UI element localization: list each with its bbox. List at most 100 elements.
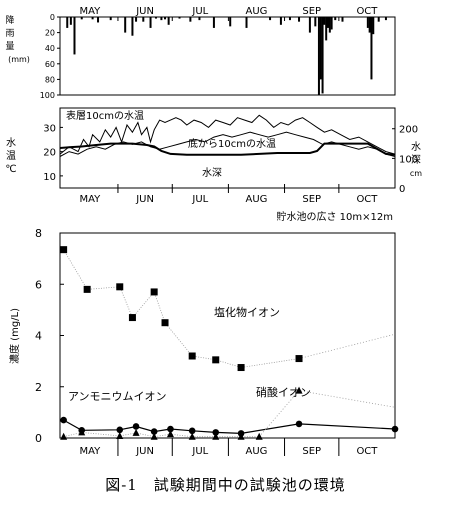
nitrate-point [188, 432, 196, 440]
rainfall-bar [279, 17, 282, 25]
ammonium-point [116, 426, 124, 434]
depth-ylabel-char-1: 水 [411, 141, 421, 153]
temp-month-label: JUL [191, 194, 208, 205]
temp-ylabel-char-1: 水 [6, 137, 16, 149]
temp-ytick-label: 30 [43, 123, 56, 134]
rainfall-bar [366, 17, 369, 28]
rainfall-month-label: MAY [79, 6, 101, 17]
rainfall-ytick-label: 0 [50, 13, 55, 22]
nitrate-point [212, 432, 220, 440]
ammonium-line [63, 419, 396, 435]
chloride-point [150, 288, 158, 296]
rainfall-bar [334, 17, 337, 21]
rainfall-month-label: OCT [356, 6, 378, 17]
ion-ytick-label: 2 [35, 381, 42, 394]
nitrate-point [166, 430, 174, 438]
nitrate-point [237, 432, 245, 440]
ion-ytick-label: 6 [35, 278, 42, 291]
rainfall-bar [298, 17, 301, 22]
chloride-point [295, 355, 303, 363]
chloride-point [237, 364, 245, 372]
annotation-chloride: 塩化物イオン [214, 305, 280, 319]
rainfall-bar [73, 17, 76, 55]
rainfall-bar [178, 17, 181, 19]
depth-ytick-label: 100 [399, 154, 418, 165]
rainfall-bar [160, 17, 163, 21]
rainfall-ytick-label: 60 [45, 60, 55, 69]
chloride-point [60, 246, 68, 254]
ion-month-label: OCT [356, 446, 378, 457]
rainfall-bar [372, 17, 375, 35]
depth-ylabel-unit: cm [410, 169, 422, 178]
depth-right-ylabel: 水 深 cm [410, 141, 422, 178]
rainfall-bar [323, 17, 326, 25]
rainfall-month-label: SEP [302, 6, 321, 17]
rainfall-ylabel-unit: (mm) [8, 55, 30, 64]
temp-month-label: JUN [135, 194, 154, 205]
rainfall-bar [198, 17, 201, 21]
rainfall-bar [328, 17, 331, 33]
rainfall-ylabel-char-2: 雨 [5, 28, 14, 39]
rainfall-bar [330, 17, 333, 30]
rainfall-month-label: JUN [135, 6, 154, 17]
rainfall-bar [154, 17, 157, 19]
rainfall-ylabel: 降 雨 量 (mm) [5, 14, 29, 64]
depth-ytick-label: 200 [399, 125, 418, 136]
rainfall-bar [370, 17, 373, 80]
temp-ylabel-char-2: 温 [6, 150, 16, 162]
rainfall-chart: MAY JUN JUL AUG SEP OCT 0 20 40 60 80 100 降 雨 量 (m… [5, 6, 396, 100]
ammonium-point [188, 427, 196, 435]
rainfall-bar [229, 17, 232, 27]
chloride-point [188, 352, 196, 360]
rainfall-bar [327, 17, 329, 28]
rainfall-ytick-label: 20 [45, 29, 55, 38]
rainfall-bar [319, 17, 322, 80]
rainfall-bar [97, 17, 100, 23]
rainfall-bar [109, 17, 112, 21]
rainfall-bar [142, 17, 145, 22]
ion-month-label: AUG [246, 446, 268, 457]
temp-ylabel-unit: ℃ [5, 164, 16, 175]
rainfall-bar [317, 17, 320, 95]
ammonium-point [295, 420, 303, 428]
ion-month-label: MAY [79, 446, 101, 457]
ammonium-point [167, 425, 174, 433]
annotation-ammonium: アンモニウムイオン [68, 390, 167, 403]
chloride-point [116, 283, 124, 291]
depth-ylabel-char-2: 深 [411, 154, 421, 166]
rainfall-bar [80, 17, 83, 20]
chloride-point [128, 314, 136, 322]
ammonium-point [150, 428, 158, 435]
annotation-surface-temp: 表層10cmの水温 [66, 109, 144, 122]
rainfall-bar [124, 17, 127, 33]
ion-ytick-label: 0 [35, 432, 42, 445]
chloride-point [212, 356, 220, 364]
nitrate-line [63, 431, 260, 438]
chloride-point [83, 285, 91, 293]
rainfall-bar [149, 17, 152, 28]
rainfall-bar [325, 17, 328, 41]
rainfall-bar [245, 17, 248, 28]
annotation-depth: 水深 [202, 167, 222, 179]
temp-left-ylabel: 水 温 ℃ [5, 137, 16, 175]
ion-month-label: JUN [135, 446, 154, 457]
nitrate-point [150, 432, 158, 440]
ammonium-point [60, 416, 67, 424]
nitrate-point [78, 428, 86, 436]
ion-concentration-chart: MAY JUN JUL AUG SEP OCT 0 2 4 6 8 濃度 (mg/L) 塩化物イオ… [8, 227, 399, 457]
rainfall-ylabel-char-1: 降 [5, 14, 14, 26]
ammonium-point [132, 423, 140, 430]
rainfall-bar [66, 17, 69, 28]
temp-ytick-label: 10 [43, 172, 56, 183]
rainfall-bar [321, 17, 324, 94]
rainfall-bar [269, 17, 272, 21]
temp-month-label: SEP [302, 194, 321, 205]
rainfall-bar [377, 17, 380, 22]
rainfall-ytick-label: 80 [45, 75, 55, 84]
rainfall-bar [135, 17, 138, 22]
annotation-nitrate: 硝酸イオン [256, 385, 311, 399]
temp-month-label: OCT [356, 194, 378, 205]
temp-month-label: MAY [79, 194, 101, 205]
